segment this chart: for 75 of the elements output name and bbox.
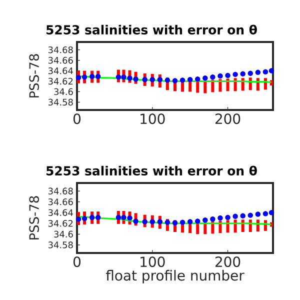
y-axis-title: PSS-78 bbox=[29, 196, 39, 240]
x-tick-label: 0 bbox=[73, 114, 81, 124]
point bbox=[89, 214, 95, 220]
point bbox=[133, 218, 138, 224]
point bbox=[157, 219, 163, 224]
point bbox=[248, 212, 253, 218]
point bbox=[157, 77, 163, 82]
point bbox=[150, 219, 155, 224]
point bbox=[187, 219, 193, 224]
y-tick-label: 34.64 bbox=[48, 67, 73, 74]
point bbox=[96, 74, 101, 80]
point bbox=[268, 68, 274, 74]
point bbox=[262, 69, 268, 74]
point bbox=[76, 216, 82, 222]
point bbox=[76, 74, 82, 80]
y-tick-label: 34.58 bbox=[48, 98, 73, 106]
point bbox=[172, 78, 178, 84]
point bbox=[210, 74, 216, 80]
chart-title: 5253 salinities with error on θ bbox=[46, 166, 257, 176]
point bbox=[82, 216, 88, 222]
point bbox=[121, 74, 126, 80]
y-tick-label: 34.6 bbox=[54, 88, 73, 96]
point bbox=[210, 216, 216, 222]
point bbox=[255, 70, 261, 75]
point bbox=[195, 218, 200, 224]
point bbox=[180, 220, 186, 225]
y-tick-label: 34.66 bbox=[48, 198, 73, 206]
chart-title: 5253 salinities with error on θ bbox=[46, 24, 257, 34]
point bbox=[262, 211, 268, 216]
point bbox=[240, 71, 246, 77]
y-tick-label: 34.68 bbox=[48, 188, 73, 194]
point bbox=[225, 72, 230, 78]
point bbox=[202, 75, 208, 81]
point bbox=[218, 215, 223, 221]
x-tick-label: 0 bbox=[73, 256, 81, 268]
y-tick-label: 34.58 bbox=[48, 242, 73, 248]
x-tick-label: 100 bbox=[140, 256, 165, 268]
point bbox=[232, 72, 238, 78]
point bbox=[225, 214, 230, 220]
point bbox=[121, 214, 126, 220]
point bbox=[127, 75, 132, 81]
x-axis-title: float profile number bbox=[106, 270, 244, 284]
point bbox=[150, 77, 155, 82]
x-tick-label: 200 bbox=[215, 256, 240, 268]
point bbox=[180, 78, 186, 83]
point bbox=[240, 213, 246, 218]
point bbox=[172, 220, 178, 226]
point bbox=[96, 214, 101, 220]
x-tick-label: 100 bbox=[140, 114, 165, 124]
point bbox=[133, 76, 138, 82]
point bbox=[142, 219, 148, 224]
y-tick-label: 34.6 bbox=[54, 230, 73, 238]
point bbox=[116, 214, 122, 220]
point bbox=[255, 212, 261, 217]
point bbox=[164, 220, 170, 225]
point bbox=[127, 215, 132, 221]
point bbox=[268, 210, 274, 216]
point bbox=[82, 74, 88, 80]
y-tick-label: 34.62 bbox=[48, 220, 73, 227]
point bbox=[142, 77, 148, 82]
y-tick-label: 34.66 bbox=[48, 56, 73, 64]
point bbox=[202, 218, 208, 223]
point bbox=[164, 78, 170, 83]
point bbox=[187, 77, 193, 82]
point bbox=[195, 76, 200, 82]
point bbox=[116, 74, 122, 80]
y-tick-label: 34.64 bbox=[48, 209, 73, 216]
point bbox=[89, 74, 95, 80]
y-tick-label: 34.62 bbox=[48, 78, 73, 85]
point bbox=[248, 70, 253, 76]
x-tick-label: 200 bbox=[215, 114, 240, 124]
y-tick-label: 34.68 bbox=[48, 46, 73, 54]
y-axis-title: PSS-78 bbox=[29, 54, 39, 98]
point bbox=[218, 73, 223, 79]
point bbox=[232, 214, 238, 219]
